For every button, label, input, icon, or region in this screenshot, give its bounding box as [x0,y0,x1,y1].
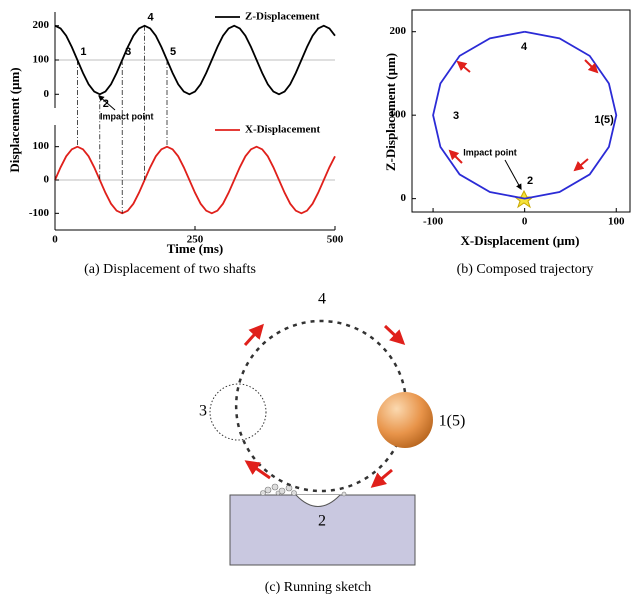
legend-label: X-Displacement [245,124,320,136]
y-tick-label: 0 [44,88,50,100]
x-axis-label: X-Displacement (μm) [461,233,580,248]
x-tick-label: 500 [327,234,344,246]
y-tick-label: 100 [33,54,50,66]
y-tick-label: 0 [44,174,50,186]
marker-label: 2 [103,98,109,110]
caption: (b) Composed trajectory [457,262,594,277]
point-label: 3 [453,110,459,122]
marker-label: 5 [170,46,176,58]
annotation-arrow [98,95,116,111]
marker-label: 3 [125,46,131,58]
marker-label: 4 [148,12,155,24]
ball [377,392,433,448]
x-tick-label: 100 [608,216,625,228]
x-tick-label: 0 [52,234,58,246]
point-label: 4 [521,41,528,53]
position-label: 3 [199,403,207,420]
annotation: Impact point [463,147,517,157]
impact-pit [295,494,341,507]
position-label: 2 [318,513,326,530]
point-label: 2 [527,175,533,187]
direction-arrow [573,158,589,172]
direction-arrow [456,60,471,73]
y-tick-label: 0 [401,192,407,204]
direction-arrow [448,149,463,164]
legend-label: Z-Displacement [245,11,320,23]
y-tick-label: 200 [33,19,50,31]
series-line [54,145,336,215]
position-label: 4 [318,291,326,308]
direction-arrows [243,323,406,488]
y-tick-label: -100 [29,207,50,219]
debris [260,483,347,497]
x-axis-label: Time (ms) [167,241,223,256]
running-sketch: 4 3 1(5) 2 [199,291,466,566]
y-tick-label: 200 [390,25,407,37]
direction-arrow [584,59,599,74]
caption: (c) Running sketch [265,580,372,595]
y-axis-label: Displacement (μm) [7,67,22,172]
annotation: Impact point [100,111,154,121]
y-tick-label: 100 [33,140,50,152]
x-tick-label: 0 [522,216,528,228]
y-tick-label: 100 [390,109,407,121]
y-axis-label: Z-Displacement (μm) [383,53,398,171]
position-label: 1(5) [439,413,466,430]
series-line [54,24,336,96]
trajectory [234,319,407,493]
series-line [432,30,618,200]
ball-ghost [209,383,267,441]
plot-frame [411,9,631,213]
caption: (a) Displacement of two shafts [84,262,256,277]
x-tick-label: 250 [187,234,204,246]
annotation-arrow [504,159,522,191]
point-label: 1(5) [594,114,614,126]
x-tick-label: -100 [423,216,444,228]
marker-label: 1 [80,46,86,58]
base-block [229,494,416,566]
